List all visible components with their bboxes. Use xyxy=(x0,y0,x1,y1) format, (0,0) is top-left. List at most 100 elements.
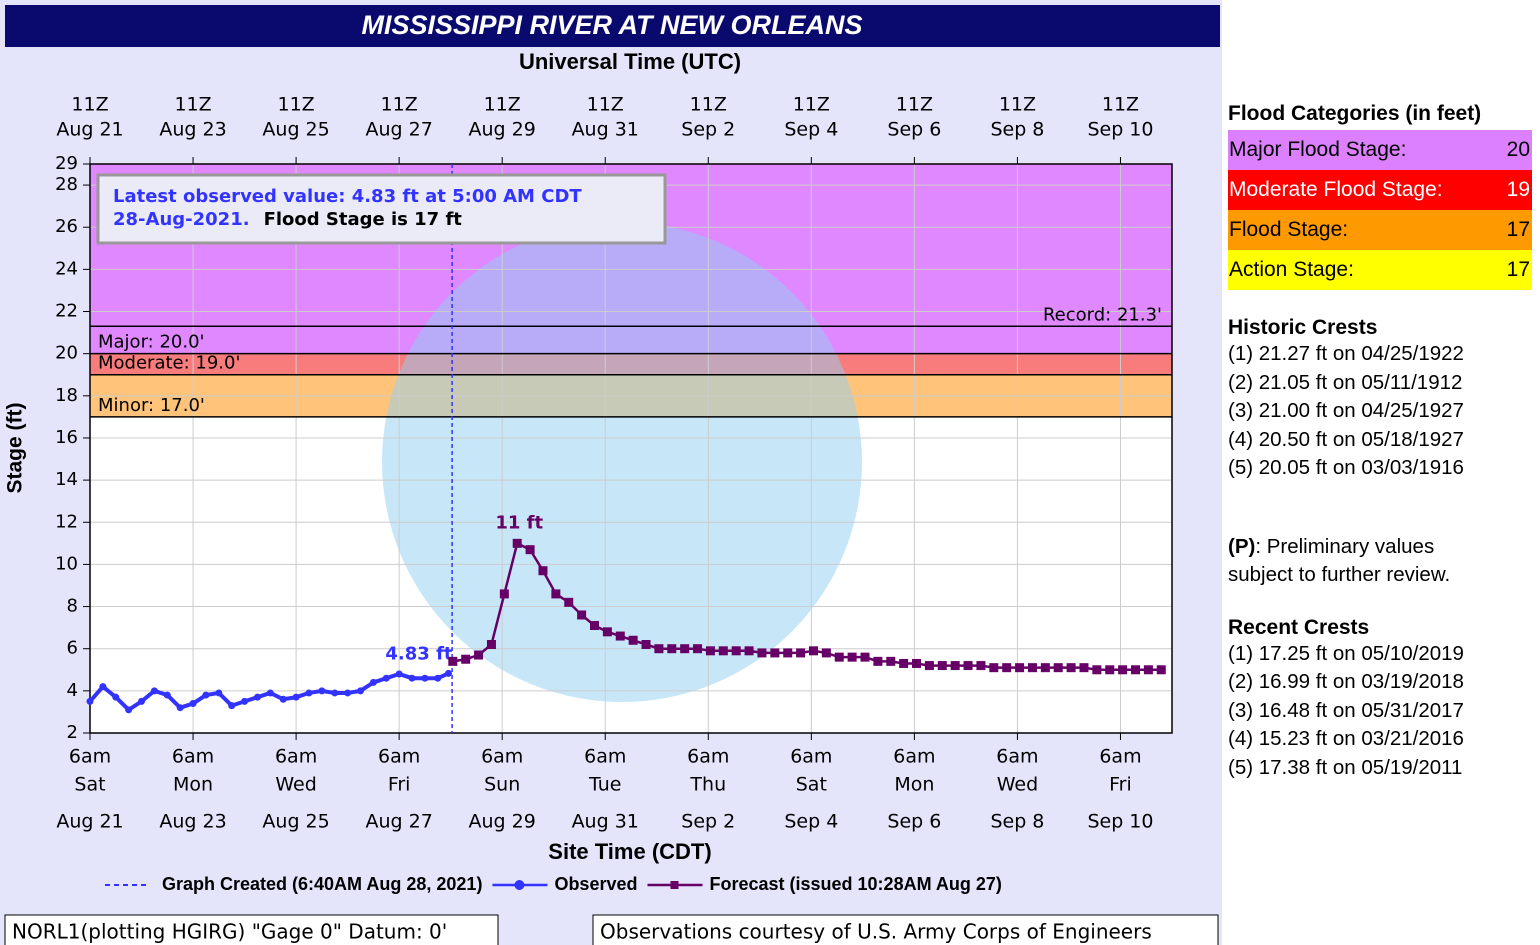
x-tick-label: Sep 8 xyxy=(990,811,1044,833)
flood-label: Minor: 17.0' xyxy=(98,395,205,416)
forecast-point xyxy=(1105,665,1115,675)
x2-tick-label: Aug 31 xyxy=(572,119,639,141)
forecast-point xyxy=(525,545,535,555)
note-key: (P) xyxy=(1228,534,1256,558)
y-tick-label: 16 xyxy=(55,427,78,448)
crest-item: (4) 15.23 ft on 03/21/2016 xyxy=(1228,727,1464,750)
x2-tick-label: Aug 23 xyxy=(159,119,226,141)
y-tick-label: 24 xyxy=(55,258,78,279)
flood-label: Record: 21.3' xyxy=(1043,304,1162,325)
forecast-point xyxy=(976,661,986,671)
section-title: Historic Crests xyxy=(1228,316,1378,339)
observed-point xyxy=(99,683,107,691)
x-tick-label: Wed xyxy=(997,774,1038,796)
observed-point xyxy=(344,689,352,697)
forecast-point xyxy=(448,656,458,666)
forecast-point xyxy=(808,646,818,656)
forecast-point xyxy=(1027,663,1037,673)
observed-point xyxy=(228,702,236,710)
forecast-point xyxy=(912,658,922,668)
observed-point xyxy=(125,706,133,714)
forecast-point xyxy=(950,661,960,671)
x2-tick-label: 11Z xyxy=(71,94,108,116)
forecast-point xyxy=(821,648,831,658)
x-axis-title: Site Time (CDT) xyxy=(548,839,711,864)
x-tick-label: 6am xyxy=(69,746,111,768)
footer-left: NORL1(plotting HGIRG) "Gage 0" Datum: 0' xyxy=(12,920,447,944)
x-tick-label: 6am xyxy=(893,746,935,768)
legend-label: Forecast (issued 10:28AM Aug 27) xyxy=(709,874,1001,894)
x2-tick-label: Sep 6 xyxy=(887,119,941,141)
x2-tick-label: 11Z xyxy=(587,94,624,116)
crest-item: (5) 20.05 ft on 03/03/1916 xyxy=(1228,456,1464,479)
forecast-point xyxy=(693,644,703,654)
forecast-point xyxy=(1079,663,1089,673)
x-tick-label: 6am xyxy=(378,746,420,768)
forecast-point xyxy=(1053,663,1063,673)
observed-point xyxy=(292,693,300,701)
value-label: 11 ft xyxy=(495,512,543,533)
legend-label: Graph Created (6:40AM Aug 28, 2021) xyxy=(162,874,482,894)
crest-item: (1) 17.25 ft on 05/10/2019 xyxy=(1228,641,1464,665)
forecast-point xyxy=(461,654,471,664)
observed-point xyxy=(279,695,287,703)
category-value: 17 xyxy=(1506,258,1530,281)
forecast-point xyxy=(512,538,522,548)
forecast-point xyxy=(486,639,496,649)
flood-label: Major: 20.0' xyxy=(98,332,204,353)
x-tick-label: 6am xyxy=(172,746,214,768)
forecast-point xyxy=(924,661,934,671)
x-tick-label: Sat xyxy=(74,774,105,796)
observed-point xyxy=(421,674,429,682)
forecast-point xyxy=(873,656,883,666)
forecast-point xyxy=(615,631,625,641)
observed-point xyxy=(434,674,442,682)
observed-point xyxy=(445,669,453,677)
x-tick-label: Aug 23 xyxy=(159,811,226,833)
forecast-point xyxy=(1156,665,1166,675)
crest-item: (5) 17.38 ft on 05/19/2011 xyxy=(1228,755,1463,779)
crest-item: (3) 16.48 ft on 05/31/2017 xyxy=(1228,698,1464,722)
y-tick-label: 26 xyxy=(55,216,78,237)
x-tick-label: 6am xyxy=(275,746,317,768)
x2-tick-label: Aug 27 xyxy=(365,119,432,141)
x-tick-label: Aug 25 xyxy=(262,811,329,833)
y-tick-label: 10 xyxy=(55,553,78,574)
observed-point xyxy=(150,687,158,695)
y-tick-label: 20 xyxy=(55,343,78,364)
legend-label: Observed xyxy=(554,874,637,894)
x2-tick-label: 11Z xyxy=(381,94,418,116)
category-row: Action Stage: 17 xyxy=(1228,250,1532,290)
observed-point xyxy=(408,674,416,682)
forecast-point xyxy=(1015,663,1025,673)
forecast-point xyxy=(783,648,793,658)
forecast-point xyxy=(1118,665,1128,675)
x2-tick-label: 11Z xyxy=(793,94,830,116)
x2-tick-label: Sep 8 xyxy=(990,119,1044,141)
category-row: Flood Stage: 17 xyxy=(1228,210,1532,250)
note: (P): Preliminary values subject to furth… xyxy=(1228,533,1503,590)
title-bar xyxy=(5,5,1220,47)
x2-tick-label: 11Z xyxy=(484,94,521,116)
observed-point xyxy=(331,689,339,697)
x-tick-label: Aug 27 xyxy=(365,811,432,833)
info-text: Flood Stage is 17 ft xyxy=(264,209,463,230)
observed-point xyxy=(305,689,313,697)
x2-tick-label: Sep 10 xyxy=(1087,119,1153,141)
sidebar: Flood Categories (in feet) Major Flood St… xyxy=(1228,102,1532,782)
observed-point xyxy=(86,697,94,705)
observed-point xyxy=(253,693,261,701)
y-tick-label: 28 xyxy=(55,174,78,195)
x-tick-label: Sun xyxy=(484,774,520,796)
historic-crests: Historic Crests (1) 21.27 ft on 04/25/192… xyxy=(1228,316,1532,483)
legend-marker xyxy=(514,880,525,890)
forecast-point xyxy=(757,648,767,658)
x-tick-label: Sat xyxy=(796,774,827,796)
observed-point xyxy=(189,699,197,707)
observed-point xyxy=(369,678,377,686)
forecast-point xyxy=(667,644,677,654)
value-label: 4.83 ft xyxy=(385,643,453,664)
footer-right: Observations courtesy of U.S. Army Corps… xyxy=(600,920,1152,944)
y-tick-label: 4 xyxy=(67,680,78,701)
